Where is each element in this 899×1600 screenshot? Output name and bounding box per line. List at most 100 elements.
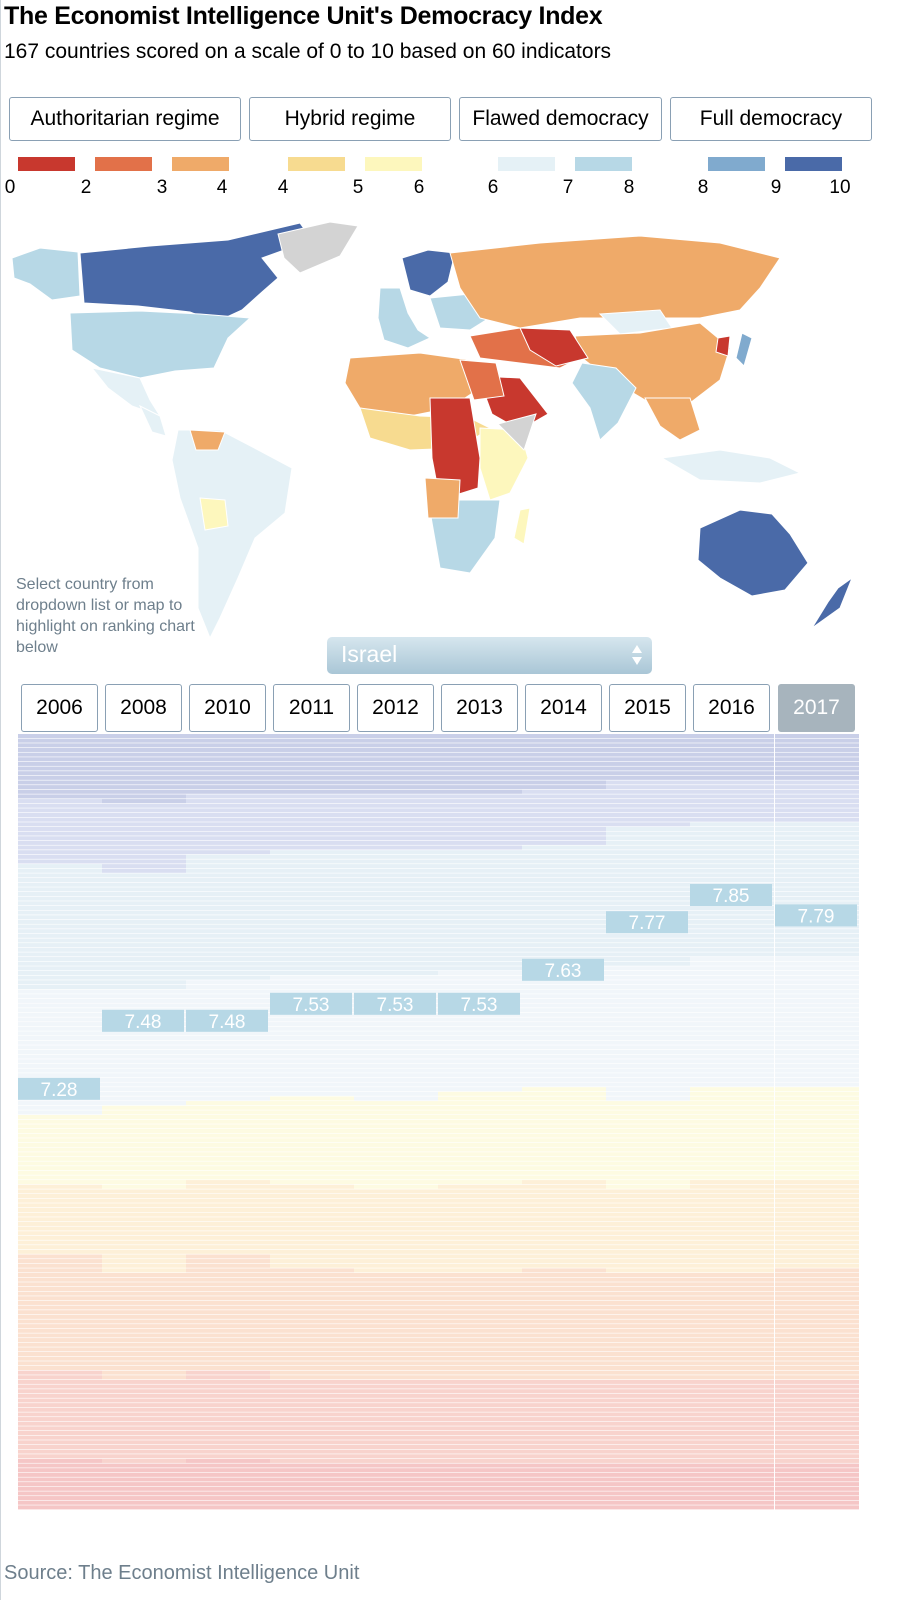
ranking-row xyxy=(690,1277,774,1282)
year-tab-2014[interactable]: 2014 xyxy=(525,684,602,732)
year-tab-2008[interactable]: 2008 xyxy=(105,684,182,732)
ranking-row xyxy=(270,1352,354,1357)
map-region-india[interactable] xyxy=(571,362,637,441)
ranking-row xyxy=(18,1217,102,1222)
ranking-row xyxy=(270,1063,354,1068)
ranking-row xyxy=(522,761,606,766)
ranking-row xyxy=(438,1259,522,1264)
map-region-russia[interactable] xyxy=(449,235,781,329)
map-region-madagascar[interactable] xyxy=(513,507,531,545)
ranking-row xyxy=(18,943,102,948)
ranking-row xyxy=(690,938,774,943)
ranking-row xyxy=(690,1361,774,1366)
ranking-row xyxy=(270,1454,354,1459)
highlight-bar-2014 xyxy=(522,958,604,981)
map-region-korea-north[interactable] xyxy=(715,335,731,357)
ranking-row xyxy=(354,1031,438,1036)
map-region-venezuela[interactable] xyxy=(189,429,226,451)
highlight-value-label: 7.48 xyxy=(125,1012,162,1033)
ranking-row xyxy=(354,1491,438,1496)
ranking-row xyxy=(186,1073,270,1078)
source-note: Source: The Economist Intelligence Unit xyxy=(4,1562,360,1584)
year-tab-2016[interactable]: 2016 xyxy=(693,684,770,732)
year-tab-2006[interactable]: 2006 xyxy=(21,684,98,732)
category-button-flawed-democracy[interactable]: Flawed democracy xyxy=(459,97,662,141)
ranking-row xyxy=(606,1119,690,1124)
ranking-row xyxy=(18,1235,102,1240)
category-button-authoritarian[interactable]: Authoritarian regime xyxy=(9,97,241,141)
map-region-canada[interactable] xyxy=(79,222,313,323)
ranking-row xyxy=(18,882,102,887)
legend-tick-label: 7 xyxy=(562,177,574,198)
ranking-row xyxy=(102,734,186,739)
map-region-egypt[interactable] xyxy=(459,359,505,401)
map-region-horn-of-africa[interactable] xyxy=(497,413,537,451)
ranking-row xyxy=(18,1180,102,1185)
ranking-row xyxy=(102,1212,186,1217)
ranking-row xyxy=(354,1370,438,1375)
ranking-row xyxy=(270,882,354,887)
ranking-row xyxy=(354,1073,438,1078)
map-region-usa[interactable] xyxy=(69,310,252,379)
ranking-row xyxy=(354,1444,438,1449)
ranking-row xyxy=(522,1412,606,1417)
ranking-row xyxy=(102,808,186,813)
map-region-angola[interactable] xyxy=(424,477,461,519)
ranking-row xyxy=(102,747,186,752)
ranking-row xyxy=(690,966,774,971)
ranking-row xyxy=(775,1087,859,1092)
map-region-japan[interactable] xyxy=(735,332,753,367)
ranking-row xyxy=(18,1063,102,1068)
map-region-central-america[interactable] xyxy=(138,404,167,437)
ranking-row xyxy=(186,780,270,785)
ranking-row xyxy=(18,808,102,813)
ranking-row xyxy=(102,1444,186,1449)
ranking-row xyxy=(18,1161,102,1166)
country-dropdown[interactable]: Israel xyxy=(327,637,652,674)
year-tab-2010[interactable]: 2010 xyxy=(189,684,266,732)
ranking-row xyxy=(438,1231,522,1236)
ranking-row xyxy=(270,836,354,841)
ranking-row xyxy=(522,1282,606,1287)
ranking-row xyxy=(186,891,270,897)
year-tab-2017[interactable]: 2017 xyxy=(778,684,855,732)
ranking-row xyxy=(438,1249,522,1254)
ranking-row xyxy=(690,1133,774,1138)
ranking-row xyxy=(775,1342,859,1347)
map-region-bolivia[interactable] xyxy=(199,497,229,531)
ranking-row xyxy=(775,980,859,985)
ranking-row xyxy=(438,1454,522,1459)
ranking-row xyxy=(270,1249,354,1254)
category-button-hybrid[interactable]: Hybrid regime xyxy=(249,97,451,141)
map-region-new-zealand[interactable] xyxy=(811,576,854,629)
map-region-southeast-asia[interactable] xyxy=(644,397,701,441)
map-region-indonesia[interactable] xyxy=(660,449,802,484)
category-button-full-democracy[interactable]: Full democracy xyxy=(670,97,872,141)
map-region-alaska[interactable] xyxy=(11,247,81,301)
ranking-row xyxy=(18,1054,102,1059)
map-region-central-africa[interactable] xyxy=(429,397,481,501)
year-tab-2012[interactable]: 2012 xyxy=(357,684,434,732)
map-region-greenland[interactable] xyxy=(277,221,359,274)
map-region-europe-west[interactable] xyxy=(377,287,432,349)
map-region-australia[interactable] xyxy=(697,509,809,597)
world-map[interactable] xyxy=(0,218,880,658)
year-tab-2013[interactable]: 2013 xyxy=(441,684,518,732)
ranking-row xyxy=(606,1472,690,1477)
ranking-row xyxy=(522,1426,606,1431)
map-region-south-america[interactable] xyxy=(171,429,293,640)
ranking-row xyxy=(102,1101,186,1106)
ranking-row xyxy=(775,1115,859,1120)
ranking-row xyxy=(522,924,606,929)
ranking-row xyxy=(270,1161,354,1166)
ranking-row xyxy=(186,845,270,850)
year-tab-2011[interactable]: 2011 xyxy=(273,684,350,732)
map-region-iran[interactable] xyxy=(519,327,589,367)
ranking-row xyxy=(270,1370,354,1375)
ranking-row xyxy=(606,766,690,771)
ranking-row xyxy=(690,1175,774,1180)
ranking-row xyxy=(18,1319,102,1324)
year-tab-2015[interactable]: 2015 xyxy=(609,684,686,732)
ranking-row xyxy=(775,1142,859,1147)
map-region-scandinavia[interactable] xyxy=(401,249,456,297)
